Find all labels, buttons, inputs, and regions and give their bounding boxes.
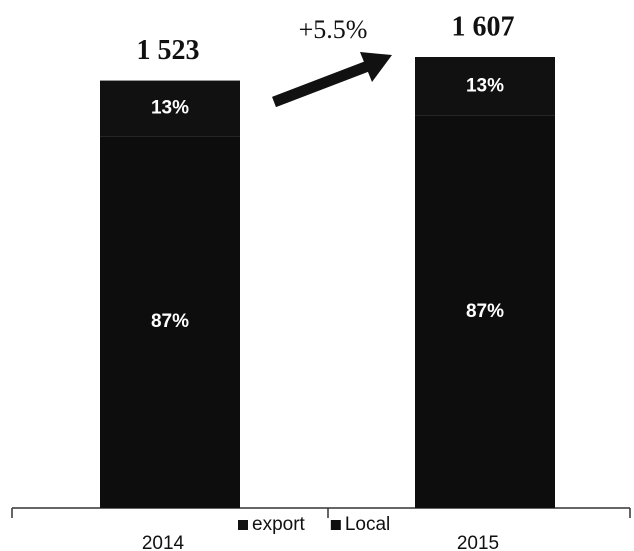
annotation: +5.5% bbox=[299, 15, 368, 44]
legend-swatch bbox=[238, 520, 248, 530]
bar-segment bbox=[100, 136, 240, 508]
x-tick-label: 2015 bbox=[457, 533, 499, 551]
segment-label: 87% bbox=[151, 311, 189, 332]
legend-label: export bbox=[252, 514, 306, 535]
bar-segment bbox=[415, 115, 555, 508]
segment-label: 13% bbox=[466, 75, 504, 96]
total-label: 1 607 bbox=[452, 11, 515, 42]
legend-swatch bbox=[330, 520, 341, 530]
x-tick-label: 2014 bbox=[142, 533, 185, 551]
bar-segment bbox=[100, 80, 240, 137]
bar-segment bbox=[415, 57, 555, 116]
segment-label: 87% bbox=[466, 301, 504, 322]
total-label: 1 523 bbox=[137, 35, 200, 66]
segment-label: 13% bbox=[151, 97, 189, 118]
legend-label: Local bbox=[345, 514, 390, 535]
growth-arrow bbox=[272, 52, 392, 108]
